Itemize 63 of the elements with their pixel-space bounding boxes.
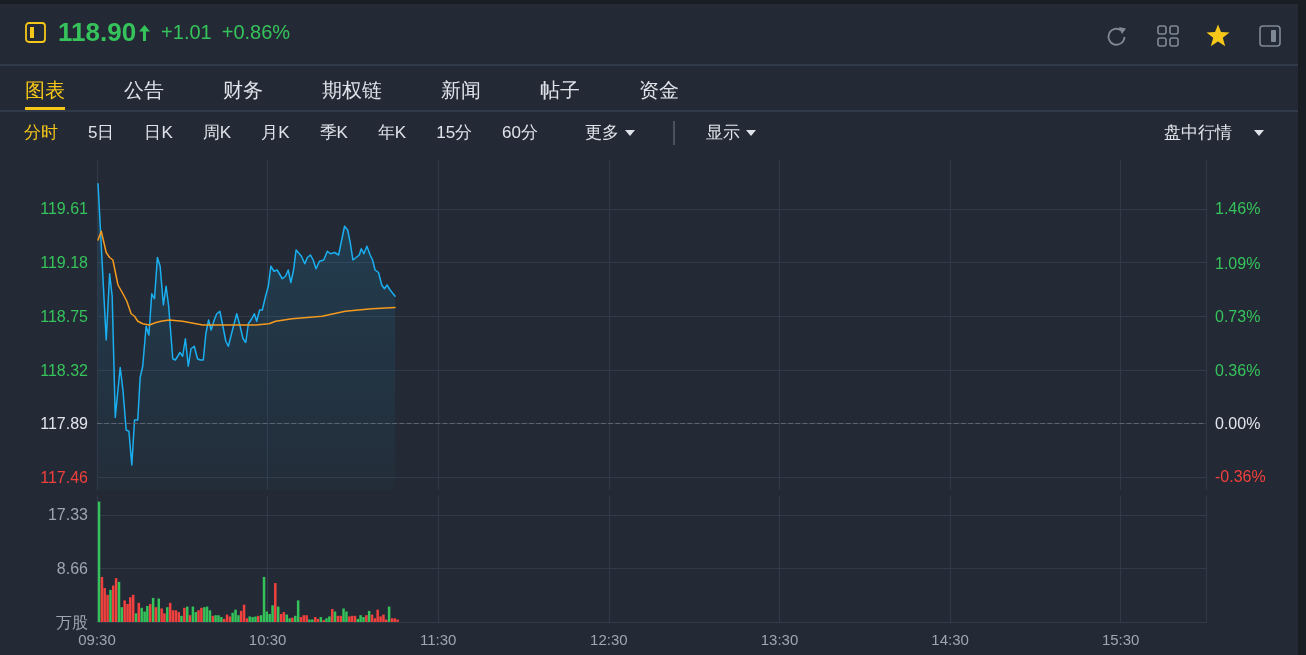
y2-tick-label: 0.36%	[1215, 362, 1261, 380]
bar	[251, 617, 254, 622]
y2-tick-label: 1.46%	[1215, 200, 1261, 218]
bar	[231, 612, 234, 622]
text: +1.01	[161, 21, 212, 44]
text: 财务	[223, 79, 263, 101]
text: 帖子	[540, 79, 580, 101]
text: 显示	[706, 122, 740, 144]
y-tick-label: 119.61	[40, 200, 89, 218]
x-tick-label: 10:30	[248, 631, 287, 648]
text: 新闻	[441, 79, 481, 101]
bar	[274, 583, 277, 622]
text: 60分	[502, 122, 539, 144]
text: 15分	[436, 122, 473, 144]
y2-tick-label: -0.36%	[1215, 468, 1266, 486]
text: 周K	[202, 122, 232, 144]
text: 资金	[639, 79, 679, 101]
y-tick-label: 17.33	[47, 506, 89, 524]
x-tick-label: 12:30	[590, 631, 628, 648]
bar	[166, 607, 169, 622]
y2-tick-label: 0.73%	[1215, 307, 1261, 325]
x-tick-label: 14:30	[931, 631, 969, 648]
x-tick-label: 09:30	[78, 631, 116, 648]
y2-tick-label: 1.09%	[1215, 254, 1261, 272]
bar	[328, 616, 331, 622]
text: 日K	[144, 122, 173, 144]
bar	[382, 614, 385, 622]
bar	[271, 605, 274, 622]
text: 图表	[25, 79, 65, 101]
y2-tick-label: 0.00%	[1215, 415, 1261, 433]
text: 更多	[585, 122, 619, 144]
y-tick-label: 8.66	[56, 560, 89, 578]
bar	[376, 609, 379, 622]
text: 盘中行情	[1164, 122, 1232, 144]
text: 季K	[319, 122, 348, 144]
y-tick-label: 119.18	[40, 254, 89, 271]
y-tick-label: 118.32	[40, 361, 89, 379]
bar	[140, 607, 143, 622]
bar	[345, 611, 348, 622]
bar	[234, 609, 237, 622]
bar	[308, 619, 311, 622]
y-tick-label: 117.89	[40, 415, 89, 433]
text: 118.90	[58, 17, 137, 48]
text: 期权链	[322, 79, 382, 101]
y-tick-label: 万股	[56, 613, 88, 631]
text: 公告	[124, 79, 164, 101]
text: 年K	[377, 122, 407, 144]
bar	[160, 608, 163, 622]
x-tick-label: 13:30	[760, 631, 799, 648]
bar	[342, 608, 345, 622]
line-series	[97, 230, 396, 326]
text: +0.86%	[221, 21, 291, 44]
bar	[217, 615, 220, 622]
x-tick-label: 11:30	[420, 631, 457, 648]
bar	[123, 600, 126, 622]
y-tick-label: 118.75	[40, 307, 89, 325]
text: 月K	[261, 122, 290, 144]
text: 5日	[88, 122, 115, 144]
bar	[109, 589, 112, 622]
y-tick-label: 117.46	[40, 469, 89, 486]
bar	[396, 619, 399, 622]
x-tick-label: 15:30	[1101, 631, 1140, 648]
text: 分时	[24, 122, 58, 144]
